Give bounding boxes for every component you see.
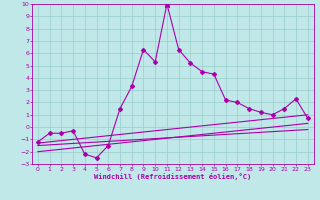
X-axis label: Windchill (Refroidissement éolien,°C): Windchill (Refroidissement éolien,°C): [94, 173, 252, 180]
